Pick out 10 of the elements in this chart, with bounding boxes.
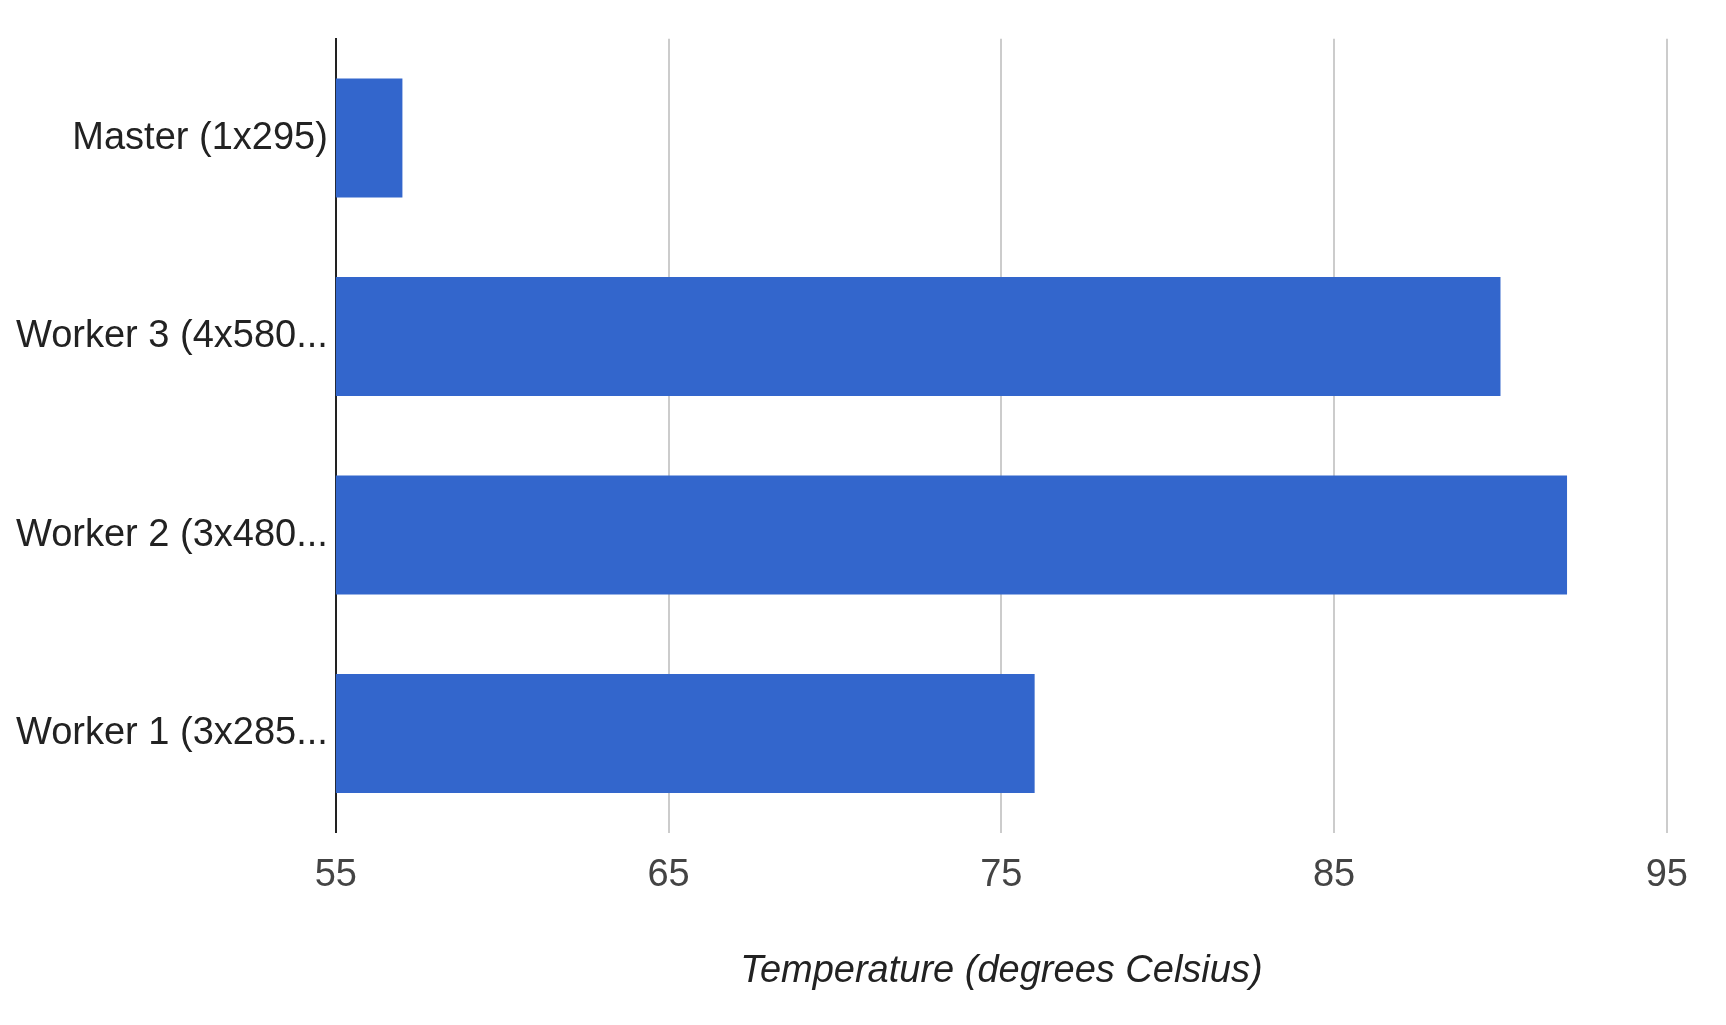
y-tick-label: Worker 1 (3x285...: [15, 710, 328, 753]
y-tick-label: Worker 3 (4x580...: [15, 313, 328, 356]
x-tick-label: 65: [647, 852, 690, 895]
x-axis-title: Temperature (degrees Celsius): [740, 947, 1263, 990]
x-tick-label: 75: [980, 852, 1023, 895]
y-tick-label: Worker 2 (3x480...: [15, 511, 328, 554]
x-tick-label: 85: [1312, 852, 1356, 895]
x-tick-label: 95: [1645, 852, 1689, 895]
x-tick-label: 55: [314, 852, 358, 895]
y-tick-label: Master (1x295): [72, 114, 328, 157]
